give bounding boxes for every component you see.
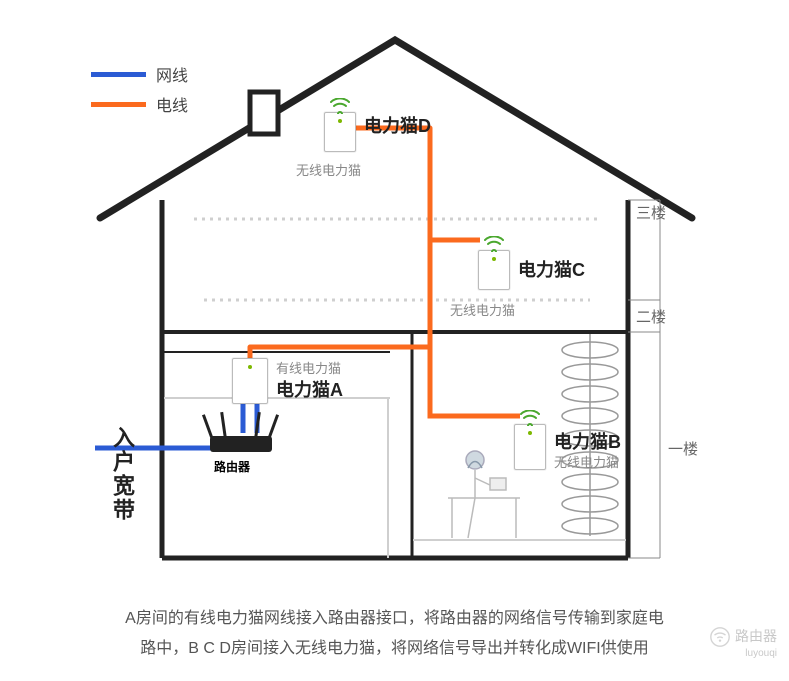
cat-c-device — [478, 250, 510, 290]
router-label: 路由器 — [214, 458, 250, 475]
cat-d-title: 电力猫D — [364, 112, 431, 138]
caption-line2: 路中，B C D房间接入无线电力猫，将网络信号导出并转化成WIFI供使用 — [60, 634, 729, 664]
cat-b-title: 电力猫B — [554, 428, 621, 454]
floor2-label: 二楼 — [636, 306, 666, 327]
cat-a-device — [232, 358, 268, 404]
cat-a-title: 电力猫A — [276, 376, 343, 402]
watermark-sub: luyouqi — [709, 648, 777, 659]
cat-d-device — [324, 112, 356, 152]
floor3-label: 三楼 — [636, 202, 666, 223]
cat-a-sub: 有线电力猫 — [276, 358, 341, 377]
cat-d-sub: 无线电力猫 — [296, 160, 361, 179]
watermark-text: 路由器 — [735, 628, 777, 644]
floor1-label: 一楼 — [668, 438, 698, 459]
cat-c-sub: 无线电力猫 — [450, 300, 515, 319]
caption: A房间的有线电力猫网线接入路由器接口，将路由器的网络信号传输到家庭电 路中，B … — [0, 604, 789, 663]
cat-b-sub: 无线电力猫 — [554, 452, 619, 471]
watermark: 路由器 luyouqi — [709, 626, 777, 659]
caption-line1: A房间的有线电力猫网线接入路由器接口，将路由器的网络信号传输到家庭电 — [60, 604, 729, 634]
entry-broadband-label: 入户宽带 — [106, 426, 138, 522]
cat-b-device — [514, 424, 546, 470]
cat-c-title: 电力猫C — [518, 256, 585, 282]
